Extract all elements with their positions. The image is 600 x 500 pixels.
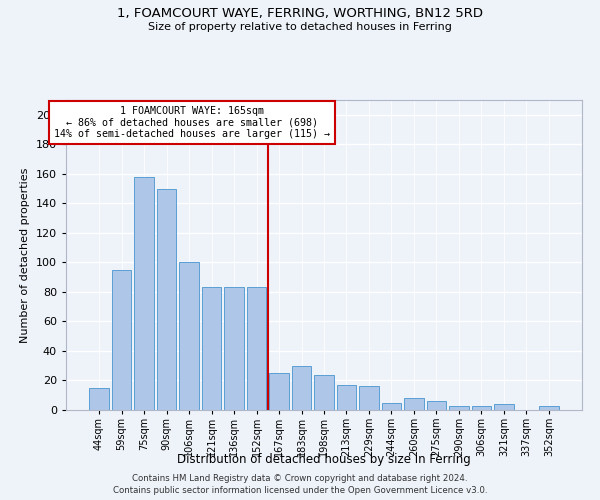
Bar [202,288,221,410]
Bar [269,373,289,410]
Bar [179,262,199,410]
Bar [359,386,379,410]
Text: Size of property relative to detached houses in Ferring: Size of property relative to detached ho… [148,22,452,32]
Text: Distribution of detached houses by size in Ferring: Distribution of detached houses by size … [177,452,471,466]
Bar [427,401,446,410]
Bar [112,270,131,410]
Bar [404,398,424,410]
Text: 1 FOAMCOURT WAYE: 165sqm
← 86% of detached houses are smaller (698)
14% of semi-: 1 FOAMCOURT WAYE: 165sqm ← 86% of detach… [55,106,331,140]
Bar [134,177,154,410]
Bar [449,406,469,410]
Text: 1, FOAMCOURT WAYE, FERRING, WORTHING, BN12 5RD: 1, FOAMCOURT WAYE, FERRING, WORTHING, BN… [117,8,483,20]
Bar [494,404,514,410]
Text: Contains HM Land Registry data © Crown copyright and database right 2024.
Contai: Contains HM Land Registry data © Crown c… [113,474,487,495]
Bar [314,374,334,410]
Bar [472,406,491,410]
Bar [247,288,266,410]
Bar [539,406,559,410]
Bar [382,402,401,410]
Y-axis label: Number of detached properties: Number of detached properties [20,168,30,342]
Bar [224,288,244,410]
Bar [292,366,311,410]
Bar [89,388,109,410]
Bar [157,188,176,410]
Bar [337,385,356,410]
